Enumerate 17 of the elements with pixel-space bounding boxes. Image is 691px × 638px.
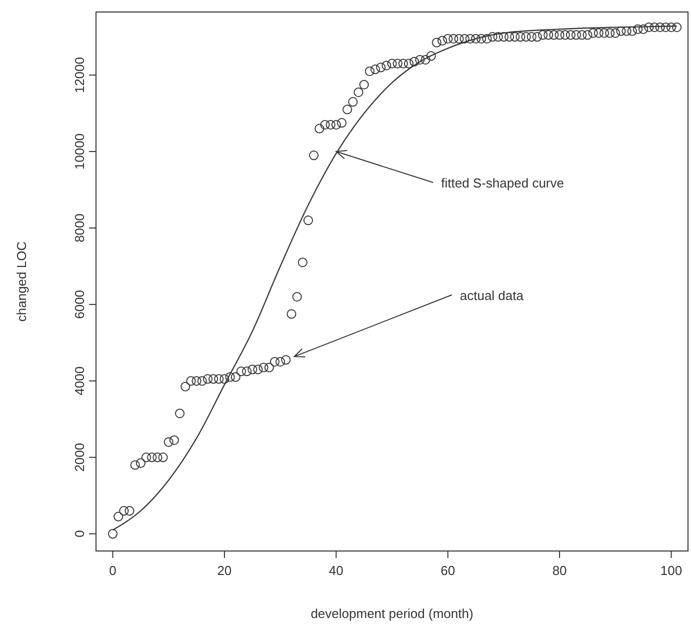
y-tick-label: 10000 — [72, 133, 87, 170]
annotation: actual data — [460, 288, 524, 303]
y-tick-label: 2000 — [72, 442, 87, 472]
y-tick-label: 12000 — [72, 56, 87, 94]
annotation: fitted S-shaped curve — [441, 176, 564, 191]
x-tick-label: 40 — [328, 563, 344, 578]
x-tick-label: 20 — [217, 563, 232, 578]
x-tick-label: 80 — [552, 563, 567, 578]
y-tick-label: 0 — [72, 530, 87, 538]
x-axis-title: development period (month) — [310, 606, 474, 621]
x-tick-label: 60 — [440, 563, 456, 578]
y-tick-label: 6000 — [72, 290, 87, 319]
y-axis-title: changed LOC — [14, 241, 29, 322]
y-tick-label: 4000 — [72, 366, 87, 396]
y-tick-label: 8000 — [72, 214, 87, 242]
x-tick-label: 100 — [660, 563, 682, 578]
x-tick-label: 0 — [109, 563, 116, 578]
